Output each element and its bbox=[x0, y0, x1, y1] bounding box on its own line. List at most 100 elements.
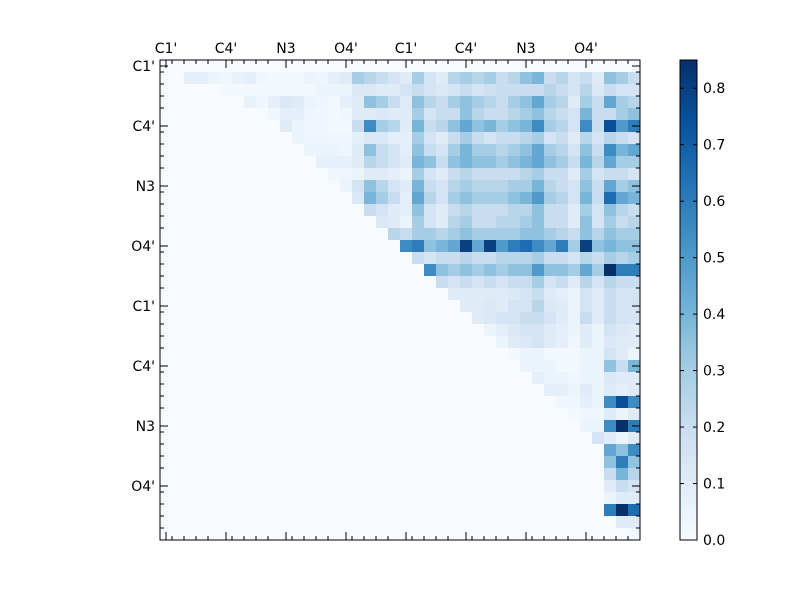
heatmap-cell bbox=[436, 204, 449, 217]
heatmap-cell bbox=[544, 324, 557, 337]
heatmap-cell bbox=[304, 432, 317, 445]
heatmap-cell bbox=[424, 360, 437, 373]
heatmap-cell bbox=[580, 444, 593, 457]
heatmap-cell bbox=[460, 144, 473, 157]
heatmap-cell bbox=[604, 108, 617, 121]
heatmap-cell bbox=[520, 204, 533, 217]
heatmap-cell bbox=[604, 300, 617, 313]
heatmap-cell bbox=[352, 396, 365, 409]
heatmap-cell bbox=[256, 468, 269, 481]
heatmap-cell bbox=[400, 252, 413, 265]
heatmap-cell bbox=[400, 276, 413, 289]
heatmap-cell bbox=[376, 384, 389, 397]
heatmap-cell bbox=[628, 288, 641, 301]
heatmap-cell bbox=[484, 108, 497, 121]
heatmap-cell bbox=[388, 480, 401, 493]
heatmap-cell bbox=[256, 372, 269, 385]
heatmap-cell bbox=[568, 516, 581, 529]
heatmap-cell bbox=[244, 252, 257, 265]
colorbar-tick-label: 0.6 bbox=[703, 194, 725, 210]
heatmap-cell bbox=[232, 60, 245, 73]
heatmap-cell bbox=[304, 408, 317, 421]
heatmap-cell bbox=[196, 372, 209, 385]
heatmap-cell bbox=[172, 228, 185, 241]
heatmap-cell bbox=[268, 456, 281, 469]
heatmap-cell bbox=[544, 504, 557, 517]
heatmap-cell bbox=[292, 372, 305, 385]
heatmap-cell bbox=[220, 444, 233, 457]
heatmap-cell bbox=[412, 84, 425, 97]
heatmap-cell bbox=[616, 408, 629, 421]
heatmap-cell bbox=[580, 288, 593, 301]
heatmap-cell bbox=[568, 156, 581, 169]
heatmap-cell bbox=[376, 120, 389, 133]
heatmap-cell bbox=[340, 432, 353, 445]
heatmap-cell bbox=[244, 408, 257, 421]
heatmap-cell bbox=[460, 372, 473, 385]
heatmap-cell bbox=[208, 240, 221, 253]
heatmap-cell bbox=[328, 204, 341, 217]
heatmap-cell bbox=[520, 420, 533, 433]
heatmap-cell bbox=[292, 96, 305, 109]
heatmap-cell bbox=[364, 204, 377, 217]
heatmap-cell bbox=[616, 312, 629, 325]
y-tick-label: N3 bbox=[136, 419, 155, 435]
heatmap-cell bbox=[388, 468, 401, 481]
heatmap-cell bbox=[472, 192, 485, 205]
heatmap-cell bbox=[388, 492, 401, 505]
heatmap-cell bbox=[436, 60, 449, 73]
heatmap-cell bbox=[436, 396, 449, 409]
heatmap-cell bbox=[496, 456, 509, 469]
heatmap-cell bbox=[544, 264, 557, 277]
heatmap-cell bbox=[532, 480, 545, 493]
heatmap-cell bbox=[160, 444, 173, 457]
heatmap-cell bbox=[532, 60, 545, 73]
heatmap-cell bbox=[484, 312, 497, 325]
heatmap-cell bbox=[184, 60, 197, 73]
heatmap-cell bbox=[412, 396, 425, 409]
heatmap-cell bbox=[604, 216, 617, 229]
heatmap-cell bbox=[544, 288, 557, 301]
heatmap-cell bbox=[328, 120, 341, 133]
heatmap-cell bbox=[244, 504, 257, 517]
heatmap-cell bbox=[232, 228, 245, 241]
heatmap-cell bbox=[448, 108, 461, 121]
heatmap-cell bbox=[364, 480, 377, 493]
heatmap-cell bbox=[328, 444, 341, 457]
heatmap-cell bbox=[484, 504, 497, 517]
heatmap-cell bbox=[532, 420, 545, 433]
heatmap-cell bbox=[352, 408, 365, 421]
heatmap-cell bbox=[436, 72, 449, 85]
heatmap-cell bbox=[328, 72, 341, 85]
heatmap-cell bbox=[268, 168, 281, 181]
heatmap-cell bbox=[400, 84, 413, 97]
heatmap-cell bbox=[328, 216, 341, 229]
heatmap-cell bbox=[568, 192, 581, 205]
heatmap-cell bbox=[520, 252, 533, 265]
heatmap-cell bbox=[484, 324, 497, 337]
heatmap-cell bbox=[388, 60, 401, 73]
heatmap-cell bbox=[232, 192, 245, 205]
heatmap-cell bbox=[628, 408, 641, 421]
heatmap-cell bbox=[292, 456, 305, 469]
heatmap-cell bbox=[616, 120, 629, 133]
heatmap-cell bbox=[556, 204, 569, 217]
heatmap-cell bbox=[532, 492, 545, 505]
heatmap-cell bbox=[424, 348, 437, 361]
heatmap-cell bbox=[592, 276, 605, 289]
heatmap-cell bbox=[280, 504, 293, 517]
heatmap-cell bbox=[556, 240, 569, 253]
heatmap-cell bbox=[292, 168, 305, 181]
heatmap-cell bbox=[520, 264, 533, 277]
heatmap-cell bbox=[184, 240, 197, 253]
heatmap-cell bbox=[460, 96, 473, 109]
heatmap-cell bbox=[280, 384, 293, 397]
heatmap-cell bbox=[196, 432, 209, 445]
heatmap-cell bbox=[508, 276, 521, 289]
heatmap-cell bbox=[292, 300, 305, 313]
heatmap-cell bbox=[472, 84, 485, 97]
heatmap-cell bbox=[604, 144, 617, 157]
heatmap-cell bbox=[532, 252, 545, 265]
heatmap-cell bbox=[340, 468, 353, 481]
heatmap-cell bbox=[220, 120, 233, 133]
